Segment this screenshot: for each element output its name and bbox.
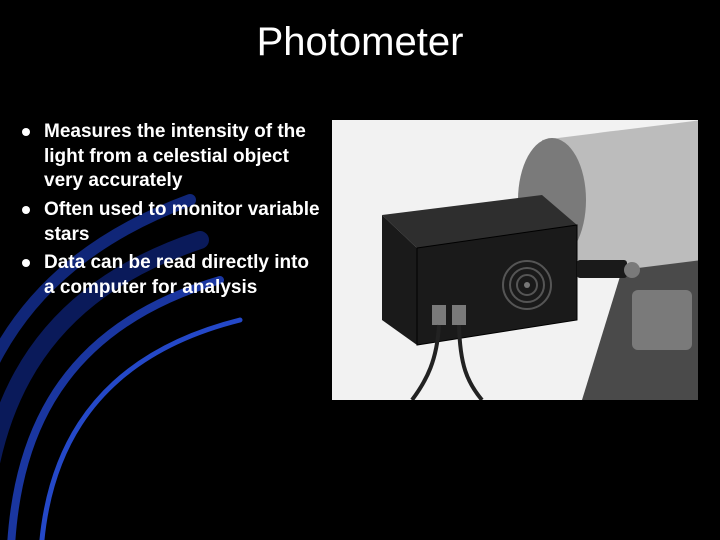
bullet-text: Often used to monitor variable stars bbox=[44, 199, 320, 245]
focuser-knob bbox=[624, 262, 640, 278]
slide-title: Photometer bbox=[0, 20, 720, 65]
bullet-list: Measures the intensity of the light from… bbox=[18, 120, 322, 400]
bullet-text: Measures the intensity of the light from… bbox=[44, 121, 306, 191]
focuser-rail bbox=[577, 260, 627, 278]
photometer-box bbox=[382, 195, 577, 345]
connector-2 bbox=[452, 305, 466, 325]
bullet-item: Data can be read directly into a compute… bbox=[18, 251, 322, 300]
photometer-image bbox=[332, 120, 698, 400]
connector-1 bbox=[432, 305, 446, 325]
slide-content: Measures the intensity of the light from… bbox=[18, 120, 698, 400]
bullet-text: Data can be read directly into a compute… bbox=[44, 252, 309, 298]
bullet-item: Often used to monitor variable stars bbox=[18, 198, 322, 247]
photometer-svg bbox=[332, 120, 698, 400]
bullet-item: Measures the intensity of the light from… bbox=[18, 120, 322, 194]
fan-grille bbox=[503, 261, 551, 309]
